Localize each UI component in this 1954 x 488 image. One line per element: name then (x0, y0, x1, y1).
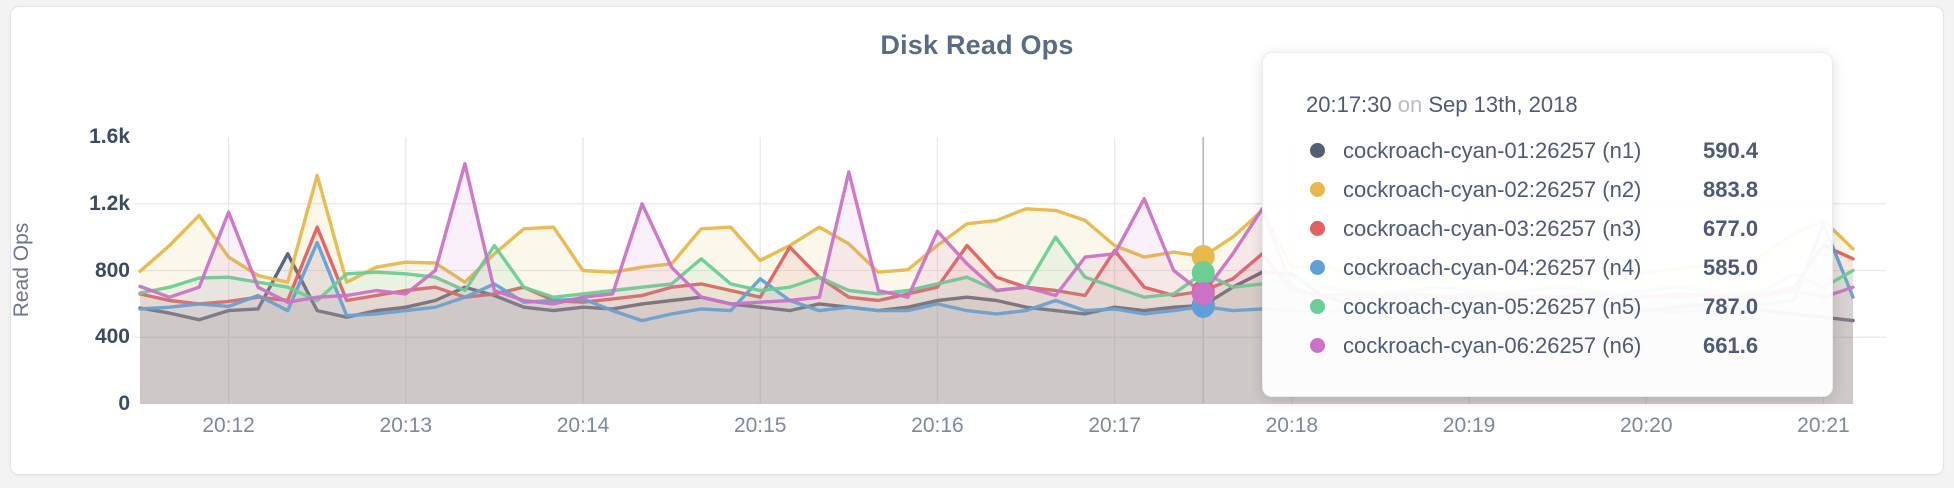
hover-dot-n6 (1191, 282, 1215, 306)
tooltip-row: cockroach-cyan-03:26257 (n3) 677.0 (1306, 209, 1775, 248)
x-tick-label: 20:12 (202, 414, 255, 437)
tooltip-row: cockroach-cyan-02:26257 (n2) 883.8 (1306, 170, 1775, 209)
tooltip-row: cockroach-cyan-04:26257 (n4) 585.0 (1306, 248, 1775, 287)
series-label: cockroach-cyan-03:26257 (n3) (1343, 215, 1642, 241)
y-tick-label: 400 (94, 325, 130, 349)
series-color-dot (1310, 299, 1325, 314)
x-tick-label: 20:16 (911, 414, 964, 437)
y-tick-label: 1.2k (89, 191, 130, 215)
series-label: cockroach-cyan-04:26257 (n4) (1343, 254, 1642, 280)
chart-tooltip: 20:17:30 on Sep 13th, 2018 cockroach-cya… (1262, 52, 1833, 397)
tooltip-row: cockroach-cyan-05:26257 (n5) 787.0 (1306, 287, 1775, 326)
series-label: cockroach-cyan-01:26257 (n1) (1343, 137, 1642, 163)
x-tick-label: 20:13 (379, 414, 433, 437)
y-tick-label: 1.6k (89, 125, 130, 148)
x-tick-label: 20:21 (1797, 414, 1850, 437)
series-color-dot (1310, 143, 1325, 158)
series-value: 585.0 (1703, 254, 1759, 280)
series-label: cockroach-cyan-06:26257 (n6) (1343, 332, 1642, 358)
series-value: 883.8 (1703, 176, 1759, 202)
tooltip-date: Sep 13th, 2018 (1428, 92, 1578, 117)
series-color-dot (1310, 221, 1325, 236)
tooltip-rows: cockroach-cyan-01:26257 (n1) 590.4 cockroa… (1306, 131, 1775, 365)
series-color-dot (1310, 260, 1325, 275)
x-tick-label: 20:18 (1265, 414, 1319, 437)
series-label: cockroach-cyan-05:26257 (n5) (1343, 293, 1642, 319)
y-tick-label: 0 (118, 392, 130, 415)
series-label: cockroach-cyan-02:26257 (n2) (1343, 176, 1642, 202)
tooltip-row: cockroach-cyan-01:26257 (n1) 590.4 (1306, 131, 1775, 170)
tooltip-row: cockroach-cyan-06:26257 (n6) 661.6 (1306, 326, 1775, 365)
series-color-dot (1310, 182, 1325, 197)
series-value: 590.4 (1703, 137, 1759, 163)
series-value: 787.0 (1703, 293, 1759, 319)
x-tick-label: 20:15 (733, 414, 787, 437)
y-tick-label: 800 (94, 258, 130, 282)
tooltip-header: 20:17:30 on Sep 13th, 2018 (1306, 89, 1775, 121)
x-tick-label: 20:19 (1442, 414, 1496, 437)
series-color-dot (1310, 338, 1325, 353)
x-tick-label: 20:17 (1088, 414, 1141, 437)
tooltip-time: 20:17:30 (1306, 92, 1392, 117)
series-value: 677.0 (1703, 215, 1759, 241)
series-value: 661.6 (1703, 332, 1759, 358)
hover-dot-n5 (1191, 261, 1215, 285)
chart-title: Disk Read Ops (880, 30, 1074, 60)
hover-dot-n2 (1191, 245, 1215, 269)
tooltip-on: on (1397, 92, 1423, 117)
x-tick-label: 20:20 (1619, 414, 1673, 437)
x-tick-label: 20:14 (556, 414, 610, 437)
